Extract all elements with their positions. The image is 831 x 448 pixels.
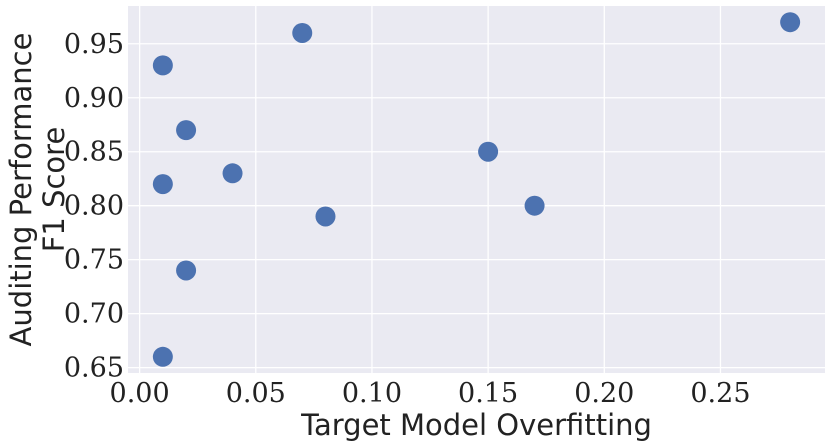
x-tick-label: 0.20 <box>574 378 634 409</box>
x-tick-label: 0.25 <box>690 378 750 409</box>
y-axis-label-line2: F1 Score <box>37 127 71 253</box>
y-tick-label: 0.75 <box>64 245 124 276</box>
data-point <box>292 22 313 43</box>
plot-area <box>128 6 825 373</box>
data-point <box>176 120 197 141</box>
data-points <box>152 12 801 367</box>
x-tick-label: 0.05 <box>226 378 286 409</box>
data-point <box>152 346 173 367</box>
y-tick-label: 0.90 <box>64 83 124 114</box>
data-point <box>152 174 173 195</box>
data-point <box>176 260 197 281</box>
x-tick-label: 0.15 <box>458 378 518 409</box>
y-axis-ticks: 0.65 0.70 0.75 0.80 0.85 0.90 0.95 <box>64 29 124 384</box>
data-point <box>780 12 801 33</box>
data-point <box>315 206 336 227</box>
data-point <box>152 55 173 76</box>
data-point <box>222 163 243 184</box>
x-tick-label: 0.10 <box>342 378 402 409</box>
data-point <box>524 195 545 216</box>
x-tick-label: 0.00 <box>110 378 170 409</box>
y-axis-label-line1: Auditing Performance <box>4 33 38 347</box>
y-tick-label: 0.85 <box>64 137 124 168</box>
y-tick-label: 0.80 <box>64 191 124 222</box>
y-tick-label: 0.65 <box>64 353 124 384</box>
grid-lines <box>128 6 825 373</box>
y-tick-label: 0.70 <box>64 299 124 330</box>
x-axis-label: Target Model Overfitting <box>300 408 652 442</box>
data-point <box>478 141 499 162</box>
x-axis-ticks: 0.00 0.05 0.10 0.15 0.20 0.25 <box>110 378 751 409</box>
y-tick-label: 0.95 <box>64 29 124 60</box>
